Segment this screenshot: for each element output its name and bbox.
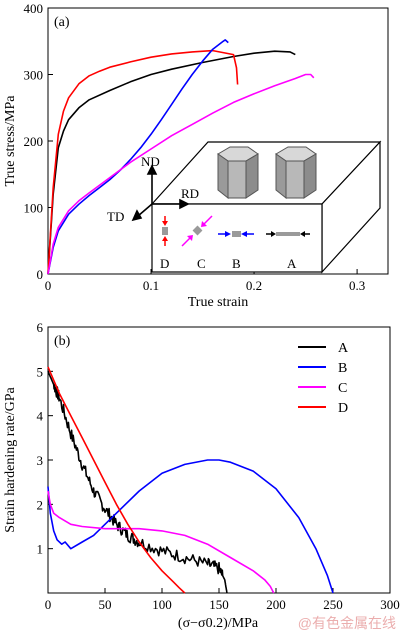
legend-label-c: C bbox=[338, 381, 347, 396]
panel-a-ytick-label: 300 bbox=[24, 68, 44, 83]
panel-b-ytick-label: 3 bbox=[37, 453, 44, 468]
panel-b-ytick-label: 6 bbox=[37, 320, 44, 335]
panel-a-label: (a) bbox=[54, 15, 70, 30]
panel-b-ytick-label: 4 bbox=[37, 409, 44, 424]
panel-a-xtick-label: 0.3 bbox=[349, 278, 365, 293]
td-label: TD bbox=[107, 209, 124, 224]
specimen-b bbox=[218, 231, 254, 237]
panel-a-ytick-label: 0 bbox=[37, 267, 44, 282]
panel-a-axes: 0 0.1 0.2 0.3 0 100 200 300 400 bbox=[24, 1, 366, 293]
panel-a-xlabel: True strain bbox=[188, 295, 249, 310]
panel-a-series-line-4 bbox=[47, 73, 315, 275]
panel-b-ytick-label: 1 bbox=[37, 542, 44, 557]
panel-b-xtick-label: 300 bbox=[380, 597, 400, 612]
panel-b-xtick-label: 0 bbox=[45, 597, 52, 612]
panel-b-ylabel: Strain hardening rate/GPa bbox=[3, 387, 18, 533]
specimen-c bbox=[181, 215, 213, 247]
panel-b-series-line-d bbox=[47, 366, 186, 594]
legend-label-a: A bbox=[338, 341, 349, 356]
block-front-face bbox=[151, 203, 323, 273]
panel-b-label: (b) bbox=[54, 334, 71, 349]
panel-b-series-line-a bbox=[47, 371, 228, 594]
panel-a-ytick-label: 400 bbox=[24, 1, 44, 16]
watermark: @有色金属在线 bbox=[298, 615, 396, 631]
panel-a-xtick-label: 0 bbox=[45, 278, 52, 293]
specimen-label-a: A bbox=[287, 256, 297, 271]
panel-a-ytick-label: 100 bbox=[24, 201, 44, 216]
specimen-label-b: B bbox=[232, 256, 241, 271]
panel-b-xtick-label: 50 bbox=[99, 597, 112, 612]
panel-a-ytick-label: 200 bbox=[24, 134, 44, 149]
panel-b-series bbox=[47, 366, 334, 594]
panel-b-xtick-label: 200 bbox=[266, 597, 286, 612]
specimen-label-d: D bbox=[160, 256, 169, 271]
panel-b-xlabel: (σ−σ0.2)/MPa bbox=[178, 616, 259, 631]
panel-b-xtick-label: 250 bbox=[323, 597, 343, 612]
specimen-label-c: C bbox=[197, 256, 206, 271]
legend-label-b: B bbox=[338, 361, 347, 376]
rd-label: RD bbox=[181, 186, 199, 201]
specimen-a bbox=[266, 231, 310, 237]
panel-b-series-line-b bbox=[47, 459, 334, 594]
panel-a-xtick-label: 0.2 bbox=[246, 278, 262, 293]
panel-b-axes: 0 50 100 150 200 250 300 1 2 3 4 5 6 bbox=[37, 320, 400, 612]
axis-triad bbox=[131, 164, 190, 222]
panel-a-series-line-1 bbox=[47, 50, 296, 275]
hexagonal-crystal-2 bbox=[275, 146, 317, 200]
legend-label-d: D bbox=[338, 401, 348, 416]
panel-a-series-line-2 bbox=[47, 49, 239, 275]
hexagonal-crystal-1 bbox=[217, 146, 259, 200]
panel-a-xtick-label: 0.1 bbox=[143, 278, 159, 293]
panel-b-xtick-label: 100 bbox=[152, 597, 172, 612]
panel-b-ytick-label: 2 bbox=[37, 497, 44, 512]
panel-b-series-line-c bbox=[47, 490, 275, 594]
sample-schematic: ND RD TD bbox=[107, 140, 382, 274]
panel-a-ylabel: True stress/MPa bbox=[3, 95, 18, 187]
panel-a-series-line-3 bbox=[47, 39, 229, 275]
specimen-d bbox=[162, 216, 168, 246]
nd-label: ND bbox=[141, 154, 160, 169]
panel-b-xtick-label: 150 bbox=[209, 597, 229, 612]
panel-a-series bbox=[47, 39, 315, 275]
panel-b-ytick-label: 5 bbox=[37, 364, 44, 379]
